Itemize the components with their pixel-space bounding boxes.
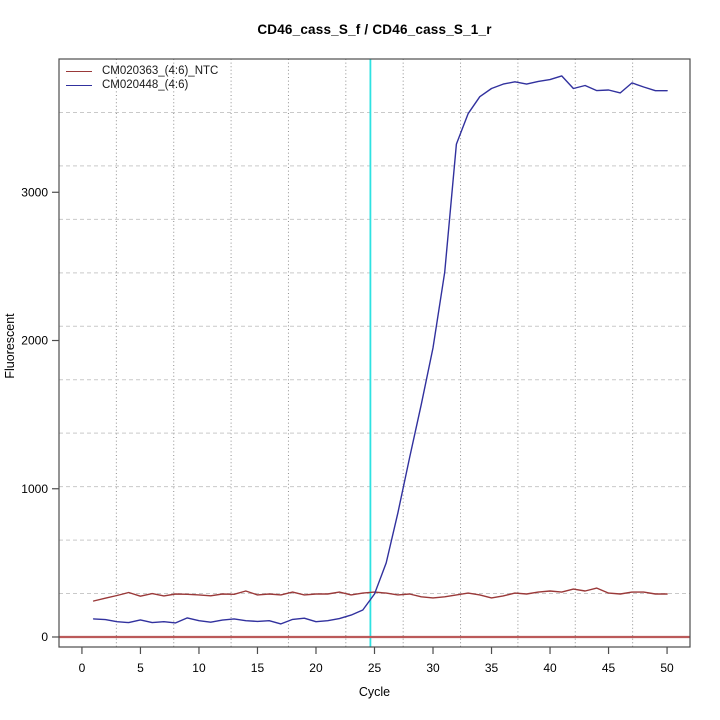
legend-label-sample: CM020448_(4:6) — [102, 79, 189, 91]
legend-label-ntc: CM020363_(4:6)_NTC — [102, 65, 219, 77]
y-tick-label: 1000 — [21, 482, 48, 496]
x-tick-label: 45 — [602, 661, 616, 675]
x-axis-label: Cycle — [358, 685, 391, 699]
sample-line-swatch — [66, 84, 92, 86]
ntc-curve — [92, 587, 668, 602]
x-tick-label: 40 — [543, 661, 557, 675]
x-tick-label: 50 — [660, 661, 674, 675]
x-tick-label: 30 — [426, 661, 440, 675]
x-tick-label: 0 — [79, 661, 86, 675]
x-tick-label: 15 — [251, 661, 265, 675]
x-tick-label: 5 — [137, 661, 144, 675]
x-tick-label: 25 — [368, 661, 382, 675]
y-tick-label: 0 — [41, 630, 48, 644]
y-tick-label: 3000 — [21, 185, 48, 199]
legend-item-ntc: CM020363_(4:6)_NTC — [66, 64, 218, 78]
ntc-line-swatch — [66, 70, 92, 72]
y-tick-label: 2000 — [21, 334, 48, 348]
legend: CM020363_(4:6)_NTC CM020448_(4:6) — [66, 64, 218, 92]
x-tick-label: 10 — [192, 661, 206, 675]
x-tick-label: 20 — [309, 661, 323, 675]
y-axis-label: Fluorescent — [3, 313, 17, 379]
plot-box — [58, 58, 691, 648]
amplification-curve — [92, 75, 668, 625]
legend-item-sample: CM020448_(4:6) — [66, 78, 218, 92]
chart-title: CD46_cass_S_f / CD46_cass_S_1_r — [257, 22, 492, 37]
x-tick-label: 35 — [485, 661, 499, 675]
